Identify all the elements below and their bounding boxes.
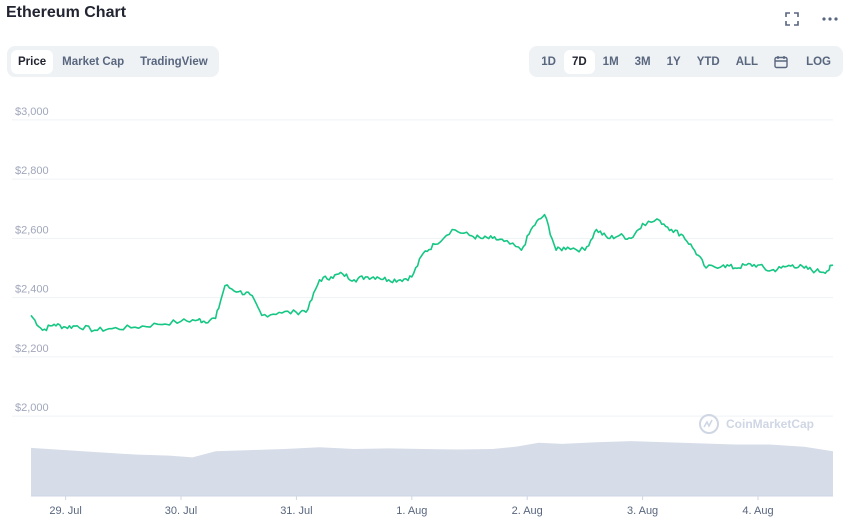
price-line	[30, 213, 834, 333]
price-series	[30, 213, 834, 333]
range-1d[interactable]: 1D	[541, 55, 556, 68]
x-axis: 29. Jul 30. Jul 31. Jul 1. Aug 2. Aug 3. Aug 4…	[31, 495, 833, 517]
more-icon[interactable]	[821, 10, 839, 28]
log-scale-toggle[interactable]: LOG	[806, 55, 831, 68]
range-1m[interactable]: 1M	[602, 55, 619, 68]
y-tick-label: $3,000	[15, 106, 49, 118]
range-3m[interactable]: 3M	[634, 55, 651, 68]
range-7d[interactable]: 7D	[563, 49, 595, 74]
page-title: Ethereum Chart	[6, 4, 127, 21]
y-tick-label: $2,600	[15, 224, 49, 236]
tab-tradingview[interactable]: TradingView	[140, 55, 208, 68]
coinmarketcap-logo-icon	[699, 414, 719, 434]
x-tick-label: 4. Aug	[742, 505, 773, 517]
range-1y[interactable]: 1Y	[666, 55, 681, 68]
volume-bars	[31, 441, 833, 496]
x-tick-label: 30. Jul	[165, 505, 197, 517]
volume-area	[31, 441, 833, 496]
y-tick-label: $2,800	[15, 165, 49, 177]
top-icons	[783, 10, 839, 28]
watermark: CoinMarketCap	[699, 414, 814, 434]
x-tick-label: 31. Jul	[280, 505, 312, 517]
range-ytd[interactable]: YTD	[696, 55, 720, 68]
grid-lines	[12, 119, 833, 417]
calendar-icon[interactable]	[766, 51, 796, 73]
tab-market-cap[interactable]: Market Cap	[62, 55, 125, 68]
range-all[interactable]: ALL	[735, 55, 759, 68]
chart-type-tabs: Price Market Cap TradingView	[7, 46, 219, 77]
y-axis: $3,000 $2,800 $2,600 $2,400 $2,200 $2,000	[15, 106, 49, 414]
x-tick-label: 1. Aug	[396, 505, 427, 517]
x-tick-label: 3. Aug	[627, 505, 658, 517]
fullscreen-icon[interactable]	[783, 10, 801, 28]
y-tick-label: $2,400	[15, 284, 49, 296]
time-range-selector: 1D 7D 1M 3M 1Y YTD ALL LOG	[529, 46, 843, 77]
tab-price[interactable]: Price	[11, 49, 54, 74]
y-tick-label: $2,000	[15, 402, 49, 414]
x-tick-label: 2. Aug	[512, 505, 543, 517]
watermark-text: CoinMarketCap	[726, 417, 814, 431]
y-tick-label: $2,200	[15, 343, 49, 355]
x-tick-label: 29. Jul	[49, 505, 81, 517]
